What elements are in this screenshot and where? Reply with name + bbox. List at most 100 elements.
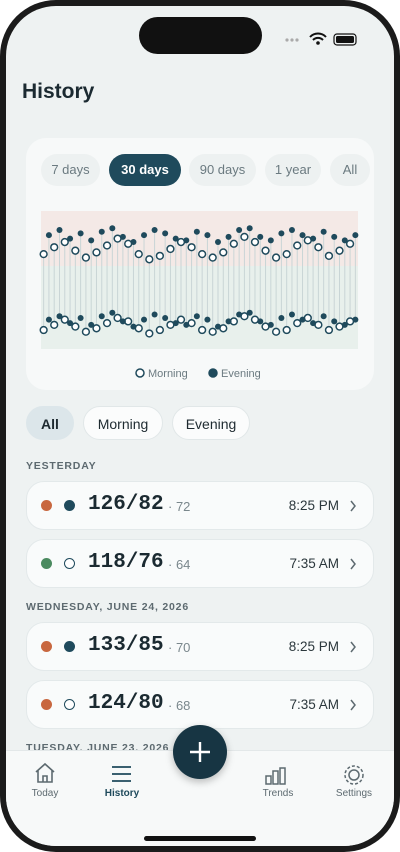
- evening-dot: [172, 235, 179, 242]
- morning-dot: [145, 255, 154, 264]
- nav-label[interactable]: Settings: [335, 788, 373, 799]
- range-tab[interactable]: 30 days: [109, 154, 181, 186]
- morning-dot: [60, 237, 69, 247]
- evening-dot: [162, 314, 169, 321]
- reading-card[interactable]: 133/85 · 70 8:25 PM: [26, 622, 374, 671]
- add-button[interactable]: [173, 725, 227, 779]
- pulse: · 64: [168, 557, 191, 572]
- band-normal: [41, 266, 358, 349]
- morning-dot: [81, 253, 91, 262]
- evening-dot: [88, 321, 95, 328]
- reading-card[interactable]: 118/76 · 64 7:35 AM: [26, 539, 374, 588]
- evening-dot: [77, 314, 84, 321]
- morning-dot: [81, 327, 91, 336]
- morning-dot: [314, 243, 323, 252]
- morning-dot: [155, 251, 165, 260]
- legend-label: Morning: [148, 368, 188, 380]
- evening-dot: [267, 321, 274, 328]
- range-tab[interactable]: 1 year: [265, 154, 321, 186]
- filter-chip[interactable]: Evening: [172, 406, 250, 440]
- evening-dot: [56, 226, 63, 233]
- morning-dot: [39, 249, 48, 259]
- nav-label[interactable]: Today: [31, 788, 59, 799]
- evening-dot: [193, 228, 200, 235]
- evening-dot: [299, 316, 306, 323]
- morning-dot: [271, 253, 281, 262]
- morning-dot: [345, 239, 355, 248]
- evening-dot: [45, 316, 52, 323]
- evening-dot: [119, 233, 126, 240]
- evening-dot: [310, 320, 317, 327]
- reading: 124/80: [88, 692, 164, 715]
- morning-dot: [293, 241, 302, 250]
- evening-dot: [193, 313, 200, 320]
- morning-dot: [50, 243, 59, 252]
- evening-dot: [310, 235, 317, 242]
- evening-dot: [320, 313, 327, 320]
- pulse: · 72: [168, 499, 191, 514]
- evening-dot: [225, 318, 232, 325]
- reading: 133/85: [88, 634, 164, 657]
- evening-dot: [141, 316, 148, 323]
- evening-dot: [77, 230, 84, 237]
- morning-dot: [102, 241, 112, 250]
- morning-icon: [64, 699, 75, 710]
- morning-dot: [102, 318, 112, 328]
- morning-dot: [60, 315, 69, 324]
- filter-chip[interactable]: Morning: [83, 406, 163, 440]
- morning-dot: [39, 325, 48, 335]
- evening-dot: [320, 228, 327, 235]
- status-dot: [41, 699, 52, 710]
- morning-dot: [208, 327, 217, 336]
- evening-dot: [45, 232, 52, 239]
- morning-dot: [240, 232, 249, 242]
- evening-dot: [98, 228, 105, 235]
- chevron: [350, 699, 356, 711]
- evening-dot: [98, 313, 105, 320]
- morning-dot: [335, 246, 344, 255]
- morning-dot: [187, 243, 196, 252]
- time: 8:25 PM: [288, 498, 339, 513]
- morning-dot: [261, 246, 270, 255]
- evening-icon: [64, 500, 75, 511]
- morning-dot: [197, 325, 207, 335]
- morning-icon: [64, 558, 75, 569]
- evening-dot: [341, 321, 348, 328]
- morning-dot: [293, 318, 302, 328]
- morning-dot: [271, 327, 281, 336]
- legend-label: Evening: [221, 368, 261, 380]
- evening-dot: [352, 316, 359, 323]
- range-tab[interactable]: 7 days: [41, 154, 100, 186]
- reading-card[interactable]: 124/80 · 68 7:35 AM: [26, 680, 374, 729]
- evening-dot: [109, 225, 116, 232]
- morning-dot: [145, 329, 154, 338]
- screen: History 7 days 30 days 90 days 1 year All Mo…: [6, 6, 394, 846]
- chart: Morning Evening: [39, 211, 359, 380]
- nav-label[interactable]: History: [104, 788, 140, 799]
- chevron: [350, 500, 356, 512]
- nav-label[interactable]: Trends: [262, 788, 294, 799]
- status-dot: [41, 641, 52, 652]
- evening-dot: [331, 233, 338, 240]
- range-tab[interactable]: 90 days: [189, 154, 256, 186]
- evening-dot: [299, 232, 306, 239]
- reading: 126/82: [88, 493, 164, 516]
- morning-dot: [229, 239, 238, 248]
- evening-dot: [267, 237, 274, 244]
- evening-dot: [67, 320, 74, 327]
- morning-dot: [92, 324, 101, 333]
- dynamic-island: [139, 17, 262, 54]
- evening-dot: [151, 311, 158, 318]
- home-indicator: [144, 836, 256, 841]
- evening-dot: [88, 237, 95, 244]
- evening-dot: [331, 318, 338, 325]
- evening-dot: [236, 226, 243, 233]
- reading-card[interactable]: 126/82 · 72 8:25 PM: [26, 481, 374, 530]
- evening-dot: [204, 316, 211, 323]
- filter-chip[interactable]: All: [26, 406, 74, 440]
- section-header: YESTERDAY: [26, 460, 97, 472]
- evening-dot: [162, 230, 169, 237]
- range-tab[interactable]: All: [330, 154, 370, 186]
- morning-dot: [324, 251, 334, 260]
